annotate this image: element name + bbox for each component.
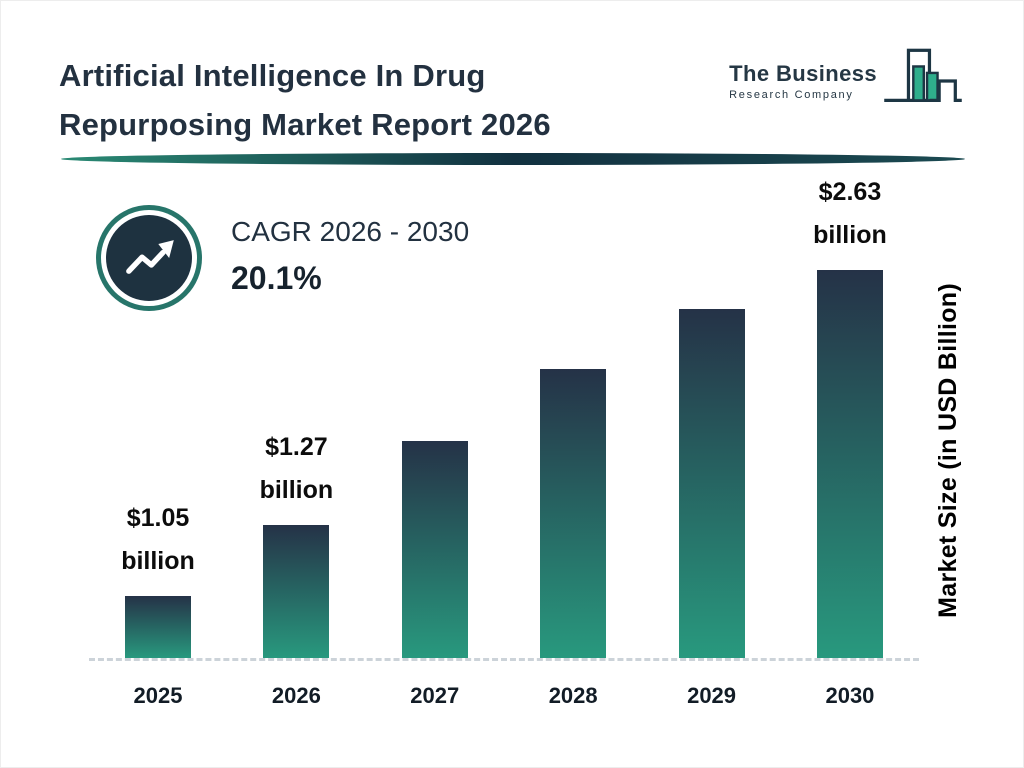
x-axis-label-2028: 2028	[548, 683, 598, 708]
x-axis-label-2030: 2030	[825, 683, 875, 708]
cagr-badge: CAGR 2026 - 2030 20.1%	[95, 204, 469, 312]
bar-value-label-2025: $1.05 billion	[121, 503, 195, 576]
logo-subname: Research Company	[729, 89, 854, 101]
title-line-1: Artificial Intelligence In Drug	[59, 58, 486, 93]
year-row: 2025 2026 2027 2028 2029 2030	[89, 683, 919, 709]
bar-2029	[678, 309, 745, 658]
bar-column-2025: $1.05 billion	[89, 497, 227, 658]
bar-column-2027	[366, 441, 504, 658]
bar-2026	[263, 525, 330, 658]
title-line-2: Repurposing Market Report 2026	[59, 107, 551, 142]
plot-columns: $1.05 billion $1.27 billion $2.63 billion	[89, 178, 919, 661]
company-logo: The Business Research Company	[729, 41, 965, 121]
logo-text: The Business Research Company	[729, 61, 877, 101]
bar-2027	[401, 441, 468, 658]
bar-column-2030: $2.63 billion	[781, 171, 919, 658]
cagr-text: CAGR 2026 - 2030 20.1%	[231, 204, 469, 297]
bar-2025	[125, 596, 191, 658]
logo-bars-icon	[881, 41, 965, 121]
cagr-period-label: CAGR 2026 - 2030	[231, 216, 470, 247]
trend-arrow-icon	[106, 215, 192, 301]
bar-value-label-2030: $2.63 billion	[813, 177, 887, 250]
bar-2030	[816, 270, 883, 658]
bar-column-2029	[643, 309, 781, 658]
bar-column-2028	[504, 369, 642, 658]
x-axis-label-2026: 2026	[271, 683, 321, 708]
bar-2028	[540, 369, 607, 658]
logo-name: The Business	[729, 61, 877, 86]
bar-value-label-2026: $1.27 billion	[259, 432, 334, 505]
x-axis-label-2025: 2025	[133, 683, 183, 708]
x-axis-label-2027: 2027	[410, 683, 460, 708]
y-axis-label: Market Size (in USD Billion)	[934, 283, 962, 618]
header-divider	[61, 153, 965, 165]
cagr-value: 20.1%	[231, 260, 322, 296]
x-axis-label-2029: 2029	[687, 683, 737, 708]
bar-column-2026: $1.27 billion	[227, 426, 365, 658]
page-title: Artificial Intelligence In Drug Repurpos…	[59, 51, 551, 149]
